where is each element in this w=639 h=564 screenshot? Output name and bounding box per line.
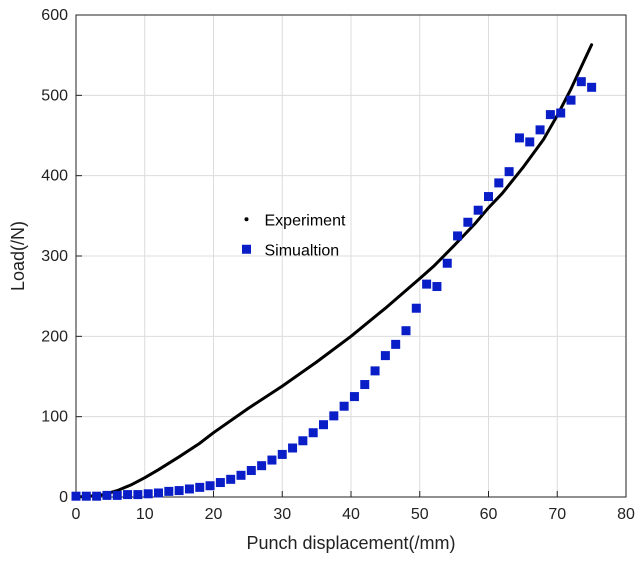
data-point-simulation <box>184 484 194 494</box>
x-tick-label: 60 <box>480 506 498 523</box>
y-tick-label: 500 <box>41 87 68 104</box>
legend-marker-simulation <box>242 244 251 254</box>
data-point-simulation <box>514 133 524 143</box>
data-point-simulation <box>380 351 390 361</box>
data-point-simulation <box>360 380 370 390</box>
data-point-simulation <box>154 488 163 498</box>
data-point-simulation <box>411 303 421 313</box>
data-point-simulation <box>442 258 452 268</box>
legend-label-simulation: Simualtion <box>265 242 340 259</box>
grid-lines <box>76 15 626 497</box>
data-point-simulation <box>556 108 566 118</box>
y-tick-label: 200 <box>41 328 68 345</box>
data-point-simulation <box>123 490 133 500</box>
x-tick-label: 30 <box>273 506 291 523</box>
data-point-simulation <box>422 279 432 289</box>
data-point-simulation <box>432 282 442 292</box>
data-point-simulation <box>587 82 597 92</box>
x-tick-label: 20 <box>205 506 223 523</box>
data-point-simulation <box>308 428 318 438</box>
data-point-simulation <box>246 465 256 475</box>
data-point-simulation <box>288 443 298 453</box>
data-point-simulation <box>401 326 411 336</box>
legend-label-experiment: Experiment <box>265 212 346 229</box>
data-point-simulation <box>463 217 473 227</box>
data-point-simulation <box>370 366 380 376</box>
data-point-simulation <box>504 167 514 177</box>
data-point-simulation <box>484 192 493 202</box>
data-point-simulation <box>391 339 401 349</box>
data-point-simulation <box>143 489 153 499</box>
series-layer <box>71 43 597 501</box>
data-point-simulation <box>71 491 81 501</box>
data-point-simulation <box>215 478 225 488</box>
data-point-simulation <box>576 77 586 87</box>
data-point-simulation <box>494 178 504 188</box>
data-point-simulation <box>525 137 535 147</box>
data-point-simulation <box>226 474 236 484</box>
axis-ticks: 0 10 20 30 40 50 60 70 80 0 100 200 300 400 500 600 <box>41 7 635 523</box>
data-point-simulation <box>298 436 308 446</box>
data-point-simulation <box>453 231 463 241</box>
y-tick-label: 0 <box>59 489 68 506</box>
data-point-simulation <box>102 490 112 500</box>
x-tick-label: 70 <box>548 506 566 523</box>
data-point-simulation <box>267 455 277 465</box>
x-tick-label: 0 <box>72 506 81 523</box>
data-point-simulation <box>133 490 143 500</box>
data-point-simulation <box>257 461 267 471</box>
y-axis-title: Load(/N) <box>8 221 28 291</box>
y-tick-label: 600 <box>41 7 68 24</box>
y-tick-label: 300 <box>41 248 68 265</box>
data-point-simulation <box>545 110 555 120</box>
data-point-simulation <box>339 401 349 411</box>
y-tick-label: 400 <box>41 168 68 185</box>
data-point-simulation <box>81 491 91 501</box>
data-point-simulation <box>535 125 545 135</box>
data-point-simulation <box>277 449 287 459</box>
data-point-simulation <box>329 411 339 421</box>
data-point-simulation <box>164 486 174 496</box>
x-tick-label: 40 <box>342 506 360 523</box>
data-point-simulation <box>319 420 328 430</box>
data-point-simulation <box>174 486 184 496</box>
y-tick-label: 100 <box>41 409 68 426</box>
data-point-simulation <box>236 470 246 480</box>
data-point-simulation <box>566 95 576 105</box>
x-tick-label: 80 <box>617 506 635 523</box>
x-axis-title: Punch displacement(/mm) <box>246 533 455 553</box>
data-point-simulation <box>112 490 122 500</box>
data-point-simulation <box>195 482 205 492</box>
data-point-simulation <box>349 392 359 402</box>
legend: Experiment Simualtion <box>242 212 346 259</box>
x-tick-label: 10 <box>136 506 154 523</box>
series-line-experiment <box>74 43 594 499</box>
data-point-simulation <box>473 205 483 215</box>
data-point-simulation <box>205 481 215 491</box>
x-tick-label: 50 <box>411 506 429 523</box>
data-point-simulation <box>92 491 102 501</box>
legend-marker-experiment <box>244 217 249 222</box>
